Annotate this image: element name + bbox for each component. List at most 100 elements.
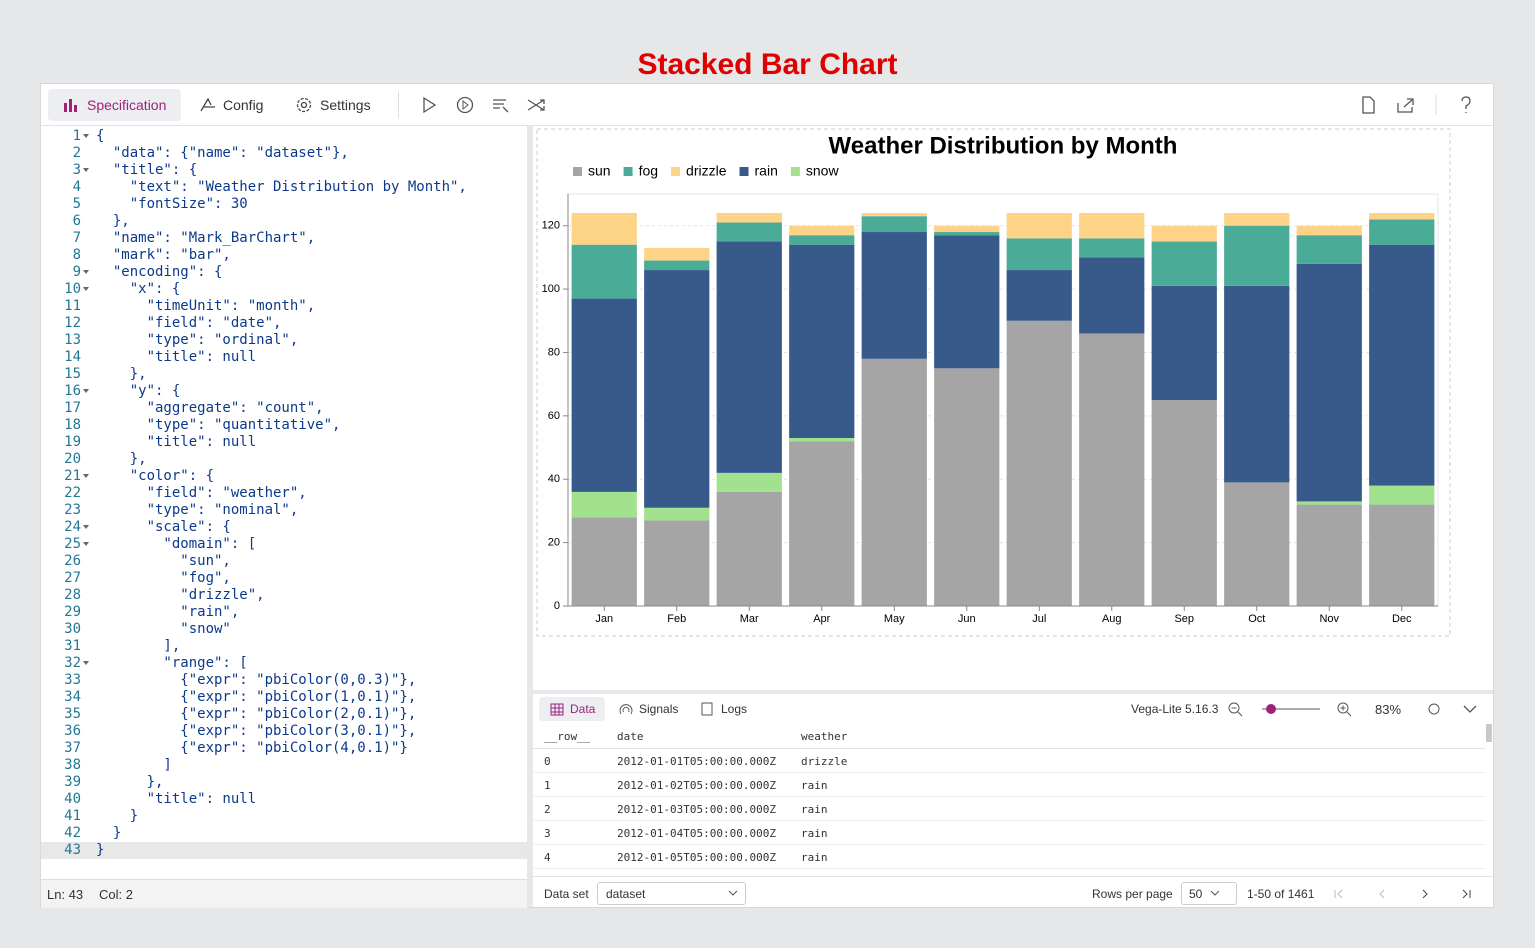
code-text: "aggregate": "count", [96, 400, 324, 417]
help-button[interactable] [1462, 97, 1470, 113]
tab-specification[interactable]: Specification [87, 89, 166, 121]
row-border [533, 820, 1485, 821]
bar-segment [1369, 245, 1434, 486]
x-tick-label: Jun [958, 613, 976, 625]
code-line: 23 "type": "nominal", [41, 502, 527, 519]
code-line: 31 ], [41, 638, 527, 655]
tab-signals[interactable]: Signals [639, 702, 678, 716]
y-tick-label: 0 [554, 600, 560, 612]
dataset-value: dataset [606, 887, 645, 901]
bar-segment [1297, 235, 1362, 264]
code-text: "color": { [96, 468, 214, 485]
code-editor[interactable]: 1{2 "data": {"name": "dataset"},3 "title… [41, 127, 527, 879]
bar-segment [934, 232, 999, 235]
tab-config[interactable]: Config [223, 89, 263, 121]
bar-segment [1007, 321, 1072, 606]
tab-settings[interactable]: Settings [320, 89, 371, 121]
zoom-slider[interactable] [1266, 704, 1276, 714]
auto-run-button[interactable] [458, 98, 473, 113]
legend-label: rain [755, 163, 778, 179]
bar-segment [1369, 486, 1434, 505]
dataset-label: Data set [544, 887, 589, 901]
tab-logs[interactable]: Logs [721, 702, 747, 716]
line-number: 39 [41, 774, 81, 791]
prev-page[interactable] [1380, 890, 1384, 898]
bar-segment [934, 368, 999, 606]
panel-divider [533, 690, 1493, 694]
table-cell: 1 [544, 779, 551, 792]
table-cell: rain [801, 851, 828, 864]
code-text: "drizzle", [96, 587, 265, 604]
code-line: 30 "snow" [41, 621, 527, 638]
fit-button[interactable] [1429, 704, 1439, 714]
run-button[interactable] [424, 98, 435, 112]
code-line: 11 "timeUnit": "month", [41, 298, 527, 315]
line-number: 22 [41, 485, 81, 502]
line-number: 30 [41, 621, 81, 638]
data-table: __row__dateweather02012-01-01T05:00:00.0… [533, 723, 1485, 875]
code-line: 4 "text": "Weather Distribution by Month… [41, 179, 527, 196]
code-line: 16 "y": { [41, 383, 527, 400]
bar-segment [717, 242, 782, 473]
code-line: 1{ [41, 128, 527, 145]
table-cell: rain [801, 827, 828, 840]
last-page[interactable] [1463, 890, 1470, 898]
line-number: 40 [41, 791, 81, 808]
x-tick-label: Feb [667, 613, 686, 625]
line-number: 15 [41, 366, 81, 383]
code-text: "sun", [96, 553, 231, 570]
next-page[interactable] [1423, 890, 1427, 898]
line-number: 25 [41, 536, 81, 553]
share-button[interactable] [1398, 99, 1413, 112]
bar-segment [1152, 400, 1217, 606]
code-text: {"expr": "pbiColor(2,0.1)"}, [96, 706, 416, 723]
legend-label: snow [806, 163, 840, 179]
code-text: "mark": "bar", [96, 247, 231, 264]
code-line: 27 "fog", [41, 570, 527, 587]
logs-icon [700, 702, 714, 716]
code-line: 28 "drizzle", [41, 587, 527, 604]
bar-segment [572, 517, 637, 606]
bar-segment [934, 235, 999, 368]
line-number: 27 [41, 570, 81, 587]
line-number: 16 [41, 383, 81, 400]
bar-segment [1152, 286, 1217, 400]
bar-segment [717, 473, 782, 492]
bar-segment [1297, 501, 1362, 504]
x-tick-label: Dec [1392, 613, 1412, 625]
code-text: "rain", [96, 604, 239, 621]
shuffle-button[interactable] [528, 100, 544, 110]
format-button[interactable] [493, 100, 508, 112]
chart-title: Weather Distribution by Month [829, 132, 1178, 159]
line-number: 3 [41, 162, 81, 179]
line-number: 31 [41, 638, 81, 655]
tab-data[interactable]: Data [570, 702, 595, 716]
fold-toggle [83, 661, 89, 665]
bar-segment [717, 492, 782, 606]
row-border [533, 844, 1485, 845]
bar-segment [1007, 213, 1072, 238]
x-tick-label: Oct [1248, 613, 1265, 625]
bar-segment [1369, 213, 1434, 219]
table-cell: 2012-01-05T05:00:00.000Z [617, 851, 776, 864]
status-line: Ln: 43 [47, 887, 83, 902]
new-button[interactable] [1363, 97, 1374, 113]
line-number: 21 [41, 468, 81, 485]
config-icon [199, 97, 217, 113]
line-number: 32 [41, 655, 81, 672]
line-number: 7 [41, 230, 81, 247]
code-line: 14 "title": null [41, 349, 527, 366]
bar-segment [1369, 505, 1434, 606]
bar-segment [644, 520, 709, 606]
collapse-button[interactable] [1464, 706, 1476, 712]
bar-segment [572, 299, 637, 492]
first-page[interactable] [1335, 890, 1342, 898]
code-line: 36 {"expr": "pbiColor(3,0.1)"}, [41, 723, 527, 740]
code-line: 42 } [41, 825, 527, 842]
table-cell: 2012-01-03T05:00:00.000Z [617, 803, 776, 816]
fold-toggle [83, 525, 89, 529]
x-tick-label: Jan [595, 613, 613, 625]
row-border [533, 772, 1485, 773]
code-text: "scale": { [96, 519, 231, 536]
data-icon [550, 703, 564, 716]
